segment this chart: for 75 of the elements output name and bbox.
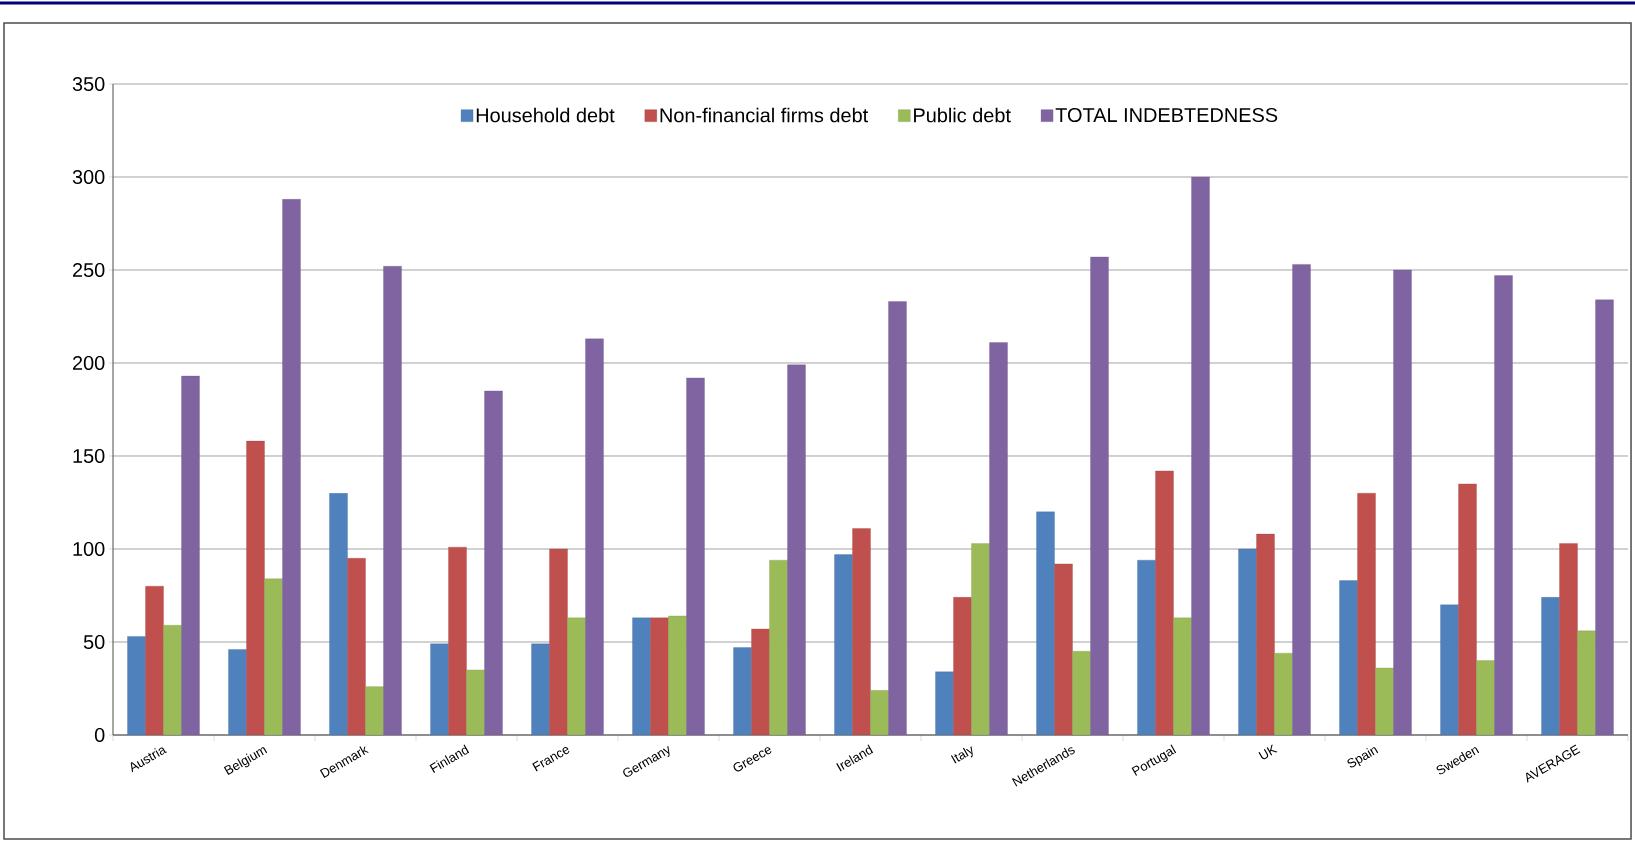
bar — [1155, 470, 1174, 735]
bar — [347, 558, 366, 735]
y-tick-label: 50 — [83, 634, 105, 650]
bar — [1090, 256, 1109, 735]
bar — [1476, 660, 1495, 735]
bar — [246, 440, 265, 735]
bar — [1458, 483, 1477, 735]
y-tick-label: 350 — [72, 76, 105, 92]
bar — [466, 669, 485, 735]
bar — [1173, 617, 1192, 735]
bar — [1595, 299, 1614, 735]
bar — [430, 643, 449, 735]
y-tick-label: 100 — [73, 541, 105, 557]
bar — [127, 636, 146, 735]
bar — [769, 560, 788, 735]
bar — [751, 628, 770, 735]
bar — [1440, 604, 1459, 735]
legend-label: TOTAL INDEBTEDNESS — [1055, 107, 1278, 123]
bar — [163, 625, 182, 735]
bar — [1137, 560, 1156, 735]
bar — [1054, 563, 1073, 735]
legend-label: Household debt — [476, 107, 615, 123]
bar — [181, 375, 200, 735]
bar — [1072, 651, 1091, 735]
bar — [650, 617, 669, 735]
bar — [787, 364, 806, 735]
y-tick-label: 0 — [94, 727, 105, 743]
bar — [870, 690, 889, 735]
bar — [549, 548, 568, 735]
bar — [989, 342, 1008, 735]
bar — [888, 301, 907, 735]
bar — [1274, 653, 1293, 735]
y-tick-label: 200 — [72, 355, 105, 371]
bar — [1191, 176, 1210, 735]
bar — [953, 597, 972, 735]
y-tick-label: 250 — [72, 262, 105, 278]
bar — [264, 578, 283, 735]
y-tick-label: 150 — [73, 448, 105, 464]
bar — [1036, 511, 1055, 735]
bar — [329, 493, 348, 735]
bar — [365, 686, 384, 735]
bar — [1559, 543, 1578, 735]
y-tick-label: 300 — [72, 169, 105, 185]
bar — [383, 266, 402, 735]
bar — [852, 528, 871, 735]
legend-label: Public debt — [914, 107, 1011, 123]
bar — [1375, 667, 1394, 735]
bar — [585, 338, 604, 735]
bar — [448, 546, 467, 735]
bar — [686, 377, 705, 735]
bar — [1339, 580, 1358, 735]
bar — [228, 649, 247, 735]
bar — [971, 543, 990, 735]
x-tick-label: Italy — [950, 746, 973, 764]
bar — [733, 647, 752, 735]
bar — [668, 615, 687, 735]
bar — [1357, 493, 1376, 735]
bar — [145, 586, 164, 735]
bar — [567, 617, 586, 735]
bar — [1256, 533, 1275, 735]
bar — [1238, 548, 1257, 735]
x-tick-label: UK — [1258, 744, 1278, 760]
bar — [282, 199, 301, 735]
x-tick-label: Spain — [1347, 747, 1379, 768]
bar — [1541, 597, 1560, 735]
bar — [1292, 264, 1311, 735]
bar — [1393, 269, 1412, 735]
bar — [834, 554, 853, 735]
bar — [1577, 630, 1596, 735]
bar — [531, 643, 550, 735]
legend-label: Non-financial firms debt — [660, 107, 869, 123]
bar — [1494, 275, 1513, 735]
bar — [935, 671, 954, 735]
bar — [632, 617, 651, 735]
bar — [484, 390, 503, 735]
